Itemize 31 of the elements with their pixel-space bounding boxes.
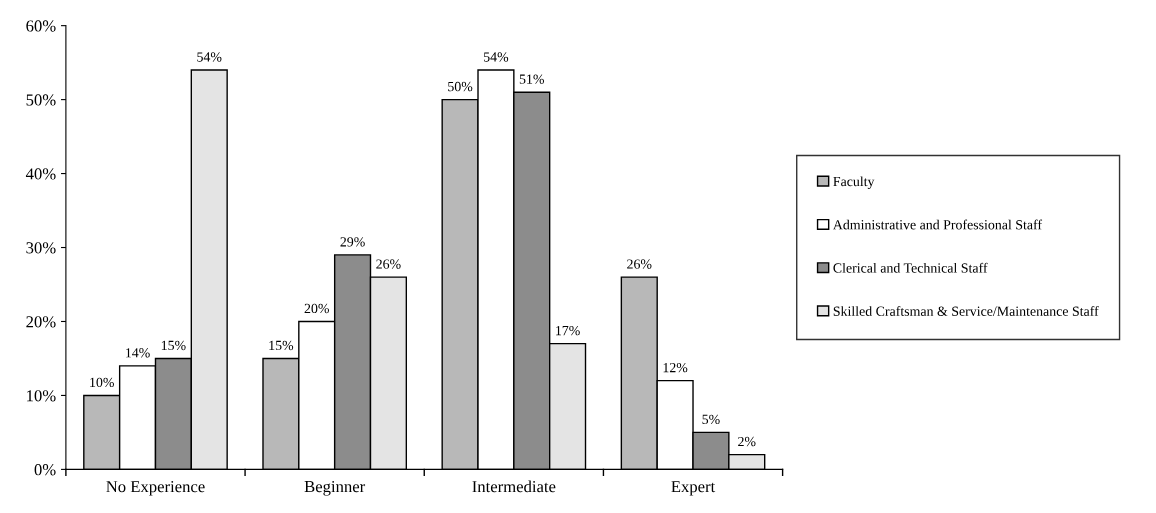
data-label: 15% <box>161 340 186 351</box>
legend-label: Clerical and Technical Staff <box>833 262 988 273</box>
y-tick-label: 40% <box>25 168 56 180</box>
data-label: 26% <box>627 259 652 269</box>
data-label: 14% <box>126 348 150 358</box>
data-label: 54% <box>484 52 509 62</box>
data-label: 54% <box>197 52 222 62</box>
y-tick-label: 10% <box>27 390 56 402</box>
data-label: 10% <box>90 377 114 388</box>
data-label: 5% <box>702 414 720 425</box>
x-tick-label: Expert <box>671 481 716 496</box>
x-tick-label: Beginner <box>304 480 366 496</box>
data-label: 2% <box>738 436 756 447</box>
y-tick-label: 0% <box>34 464 56 476</box>
data-label: 15% <box>269 340 294 351</box>
y-tick-label: 60% <box>26 20 56 32</box>
y-tick-label: 50% <box>26 94 56 106</box>
legend-label: Skilled Craftsman & Service/Maintenance Staff <box>833 306 1099 316</box>
legend-label: Administrative and Professional Staff <box>832 219 1043 230</box>
data-label: 20% <box>304 303 329 314</box>
data-label: 26% <box>376 259 401 269</box>
data-label: 12% <box>663 362 688 373</box>
y-tick-label: 30% <box>26 242 56 254</box>
x-tick-label: Intermediate <box>472 480 556 493</box>
data-label: 29% <box>340 237 365 247</box>
x-tick-label: No Experience <box>106 481 205 496</box>
data-label: 17% <box>556 325 580 336</box>
data-label: 51% <box>519 74 545 84</box>
legend-label: Faculty <box>833 176 875 190</box>
data-label: 50% <box>448 81 473 92</box>
y-tick-label: 20% <box>26 316 56 328</box>
